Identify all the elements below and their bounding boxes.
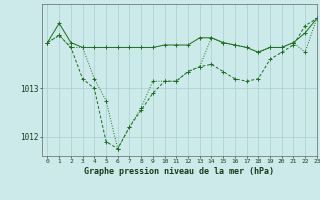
X-axis label: Graphe pression niveau de la mer (hPa): Graphe pression niveau de la mer (hPa) [84,167,274,176]
